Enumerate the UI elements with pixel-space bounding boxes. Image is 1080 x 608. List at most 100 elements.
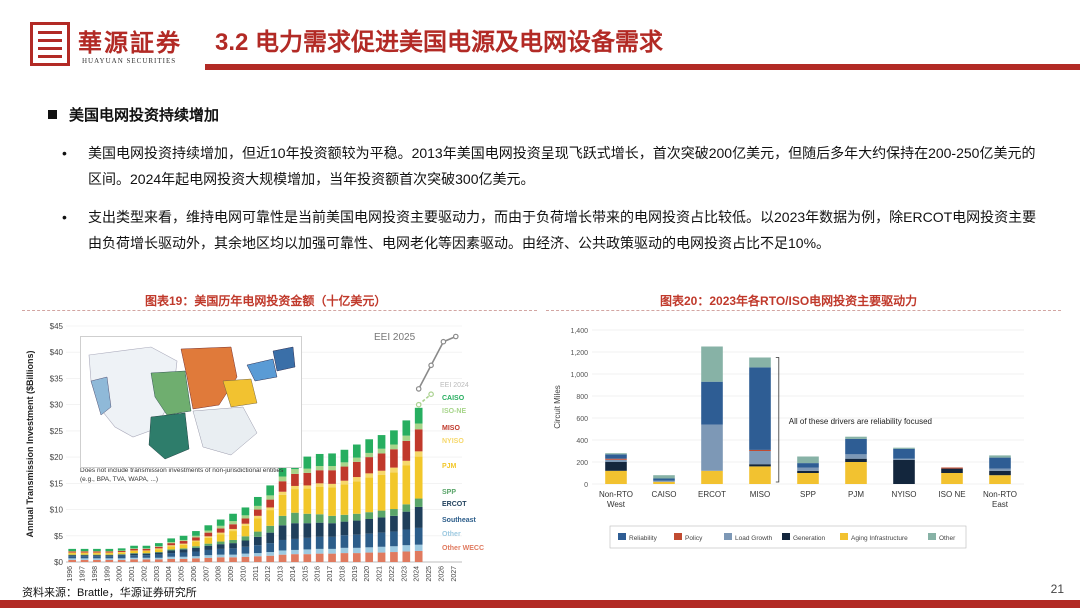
bar-segment bbox=[204, 532, 213, 537]
bar-segment bbox=[179, 535, 188, 540]
bar-segment bbox=[117, 558, 126, 560]
bar-segment bbox=[291, 489, 299, 513]
bar-segment bbox=[192, 556, 200, 559]
bar-segment bbox=[105, 558, 114, 560]
bar-segment bbox=[80, 555, 89, 557]
bar-segment bbox=[142, 548, 151, 551]
bar-segment bbox=[130, 553, 138, 554]
y-tick-label: $25 bbox=[50, 427, 64, 436]
bar-segment bbox=[179, 556, 188, 559]
x-tick-label: 2013 bbox=[278, 566, 285, 582]
bar-segment bbox=[253, 518, 262, 532]
bar-segment bbox=[229, 548, 237, 555]
x-tick-label: 2004 bbox=[166, 566, 173, 582]
bar-segment bbox=[105, 548, 114, 551]
bar-segment bbox=[328, 453, 336, 467]
y-tick-label: 200 bbox=[576, 460, 588, 467]
bar-segment bbox=[179, 543, 188, 545]
bar-segment bbox=[377, 448, 386, 454]
bar-segment bbox=[893, 458, 915, 460]
x-tick-label: 2025 bbox=[426, 566, 433, 582]
y-tick-label: $5 bbox=[54, 532, 63, 541]
bullet-icon: • bbox=[62, 145, 67, 161]
bar-segment bbox=[154, 557, 163, 560]
bar-segment bbox=[315, 514, 324, 523]
x-tick-label: 2019 bbox=[352, 566, 359, 582]
bar-segment bbox=[105, 555, 114, 557]
bar-segment bbox=[167, 549, 176, 551]
bar-segment bbox=[80, 553, 89, 555]
bar-segment bbox=[989, 455, 1011, 458]
legend-label: Generation bbox=[793, 535, 826, 542]
bar-segment bbox=[241, 525, 250, 537]
x-tick-label: 2011 bbox=[253, 566, 260, 581]
bar-segment bbox=[142, 555, 151, 558]
bar-segment bbox=[605, 459, 627, 462]
bar-segment bbox=[797, 463, 819, 468]
x-tick-label: 2003 bbox=[154, 566, 161, 582]
x-tick-label: 2002 bbox=[141, 566, 148, 582]
bar-segment bbox=[390, 449, 398, 468]
bar-segment bbox=[352, 513, 361, 521]
bar-segment bbox=[315, 553, 324, 562]
x-tick-label: 2024 bbox=[414, 566, 421, 582]
logo-name-cn: 華源証券 bbox=[78, 28, 182, 57]
bar-segment bbox=[167, 553, 176, 557]
bar-segment bbox=[216, 548, 225, 555]
x-tick-label: 2012 bbox=[265, 566, 272, 582]
x-tick-label: 2005 bbox=[179, 566, 186, 582]
bar-segment bbox=[377, 510, 386, 518]
bar-segment bbox=[266, 555, 275, 562]
bar-segment bbox=[68, 551, 77, 553]
logo-emblem-icon bbox=[30, 22, 70, 66]
bar-segment bbox=[303, 456, 312, 469]
bar-segment bbox=[179, 541, 188, 544]
bar-segment bbox=[117, 555, 126, 559]
bullet-icon: • bbox=[62, 209, 67, 225]
bar-segment bbox=[845, 454, 867, 459]
bar-segment bbox=[216, 557, 225, 562]
bar-segment bbox=[80, 552, 89, 554]
bullet-text-1: 美国电网投资持续增加，但近10年投资额较为平稳。2013年美国电网投资呈现飞跃式… bbox=[88, 145, 1036, 187]
bar-segment bbox=[192, 541, 200, 547]
square-bullet-icon bbox=[48, 110, 57, 119]
bar-segment bbox=[797, 456, 819, 464]
y-tick-label: 600 bbox=[576, 416, 588, 423]
y-axis-label: Annual Transmission Investment ($Billion… bbox=[25, 350, 35, 537]
bar-segment bbox=[278, 494, 287, 516]
bar-segment bbox=[192, 535, 200, 538]
bar-segment bbox=[278, 481, 287, 492]
bar-segment bbox=[377, 470, 386, 475]
bar-segment bbox=[179, 548, 188, 550]
bar-segment bbox=[352, 477, 361, 482]
series-label: SPP bbox=[442, 489, 456, 496]
bar-segment bbox=[291, 512, 299, 524]
bar-segment bbox=[414, 550, 423, 562]
projection-point bbox=[440, 338, 447, 345]
x-tick-label: 2000 bbox=[117, 566, 124, 582]
bar-segment bbox=[216, 541, 225, 545]
x-tick-label: 2010 bbox=[240, 566, 247, 582]
bar-segment bbox=[303, 549, 312, 555]
bar-segment bbox=[105, 551, 114, 553]
bar-segment bbox=[192, 537, 200, 541]
x-tick-label: NYISO bbox=[892, 490, 917, 499]
bar-segment bbox=[266, 485, 275, 496]
annotation-text: All of these drivers are reliability foc… bbox=[789, 417, 932, 426]
bar-segment bbox=[941, 467, 963, 469]
bar-segment bbox=[68, 550, 77, 552]
y-tick-label: $15 bbox=[50, 479, 64, 488]
map-note: Does not include transmission investment… bbox=[80, 467, 284, 474]
bar-segment bbox=[653, 475, 675, 479]
bar-segment bbox=[80, 551, 89, 553]
bar-segment bbox=[130, 548, 138, 551]
bar-segment bbox=[204, 536, 213, 538]
bar-segment bbox=[989, 457, 1011, 469]
bar-segment bbox=[229, 543, 237, 549]
page-number: 21 bbox=[1050, 582, 1064, 596]
section-heading: 美国电网投资持续增加 bbox=[48, 104, 219, 125]
bar-segment bbox=[340, 521, 349, 536]
bar-segment bbox=[749, 357, 771, 368]
legend-swatch bbox=[782, 533, 790, 540]
bar-segment bbox=[845, 436, 867, 439]
